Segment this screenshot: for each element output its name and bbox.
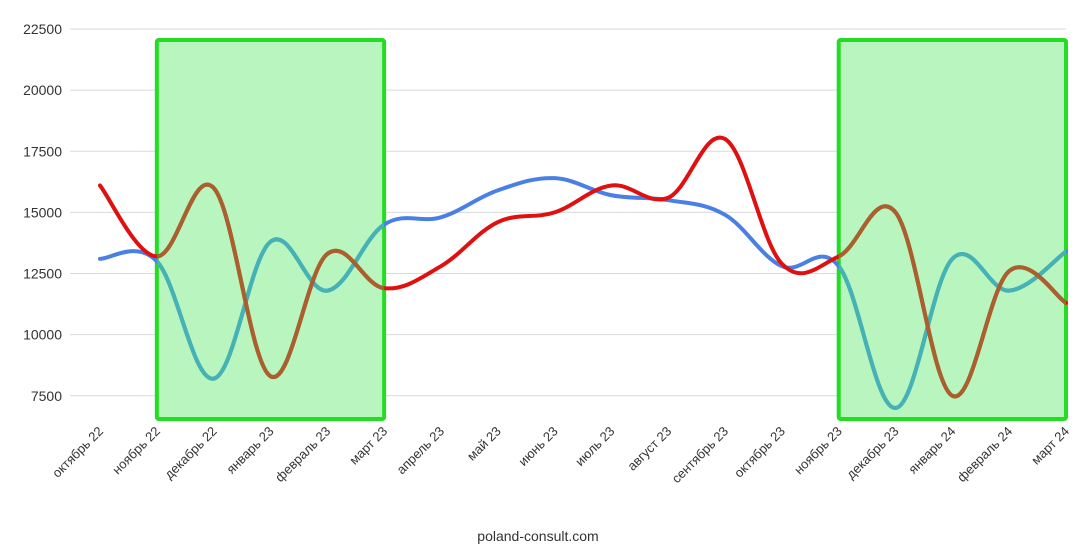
x-tick-label: январь 23: [223, 424, 276, 477]
y-tick-label: 22500: [23, 21, 62, 37]
highlighted-periods: [154, 38, 1068, 421]
x-tick-label: январь 24: [905, 424, 958, 477]
y-tick-label: 15000: [23, 204, 62, 220]
y-axis-tick-labels: 7500 10000 12500 15000 17500 20000 22500: [23, 21, 62, 404]
x-tick-label: май 23: [464, 424, 504, 464]
highlight-box: [836, 38, 1068, 421]
y-tick-label: 20000: [23, 82, 62, 98]
series-line-highlighted: [156, 182, 385, 379]
x-tick-label: август 23: [624, 424, 674, 474]
x-tick-label: декабрь 22: [161, 424, 219, 482]
series-line-highlighted: [838, 249, 1066, 411]
x-tick-label: ноябрь 23: [791, 424, 845, 478]
y-tick-label: 7500: [31, 388, 62, 404]
y-tick-label: 17500: [23, 143, 62, 159]
x-tick-label: октябрь 22: [49, 424, 106, 481]
x-tick-label: март 23: [346, 424, 390, 468]
series-line-highlighted: [838, 204, 1066, 399]
x-tick-label: февраль 23: [272, 424, 333, 485]
x-tick-label: февраль 24: [954, 424, 1015, 485]
x-tick-label: июнь 23: [515, 424, 560, 469]
x-tick-label: март 24: [1028, 424, 1072, 468]
x-tick-label: апрель 23: [394, 424, 448, 478]
x-tick-label: октябрь 23: [731, 424, 788, 481]
y-tick-label: 10000: [23, 327, 62, 343]
y-tick-label: 12500: [23, 266, 62, 282]
footer-source: poland-consult.com: [477, 528, 599, 544]
series-lines: [98, 135, 1068, 411]
x-tick-label: ноябрь 22: [109, 424, 163, 478]
x-tick-label: декабрь 23: [843, 424, 901, 482]
x-tick-label: сентябрь 23: [669, 424, 732, 487]
highlight-box: [154, 38, 387, 421]
x-tick-label: июль 23: [572, 424, 617, 469]
